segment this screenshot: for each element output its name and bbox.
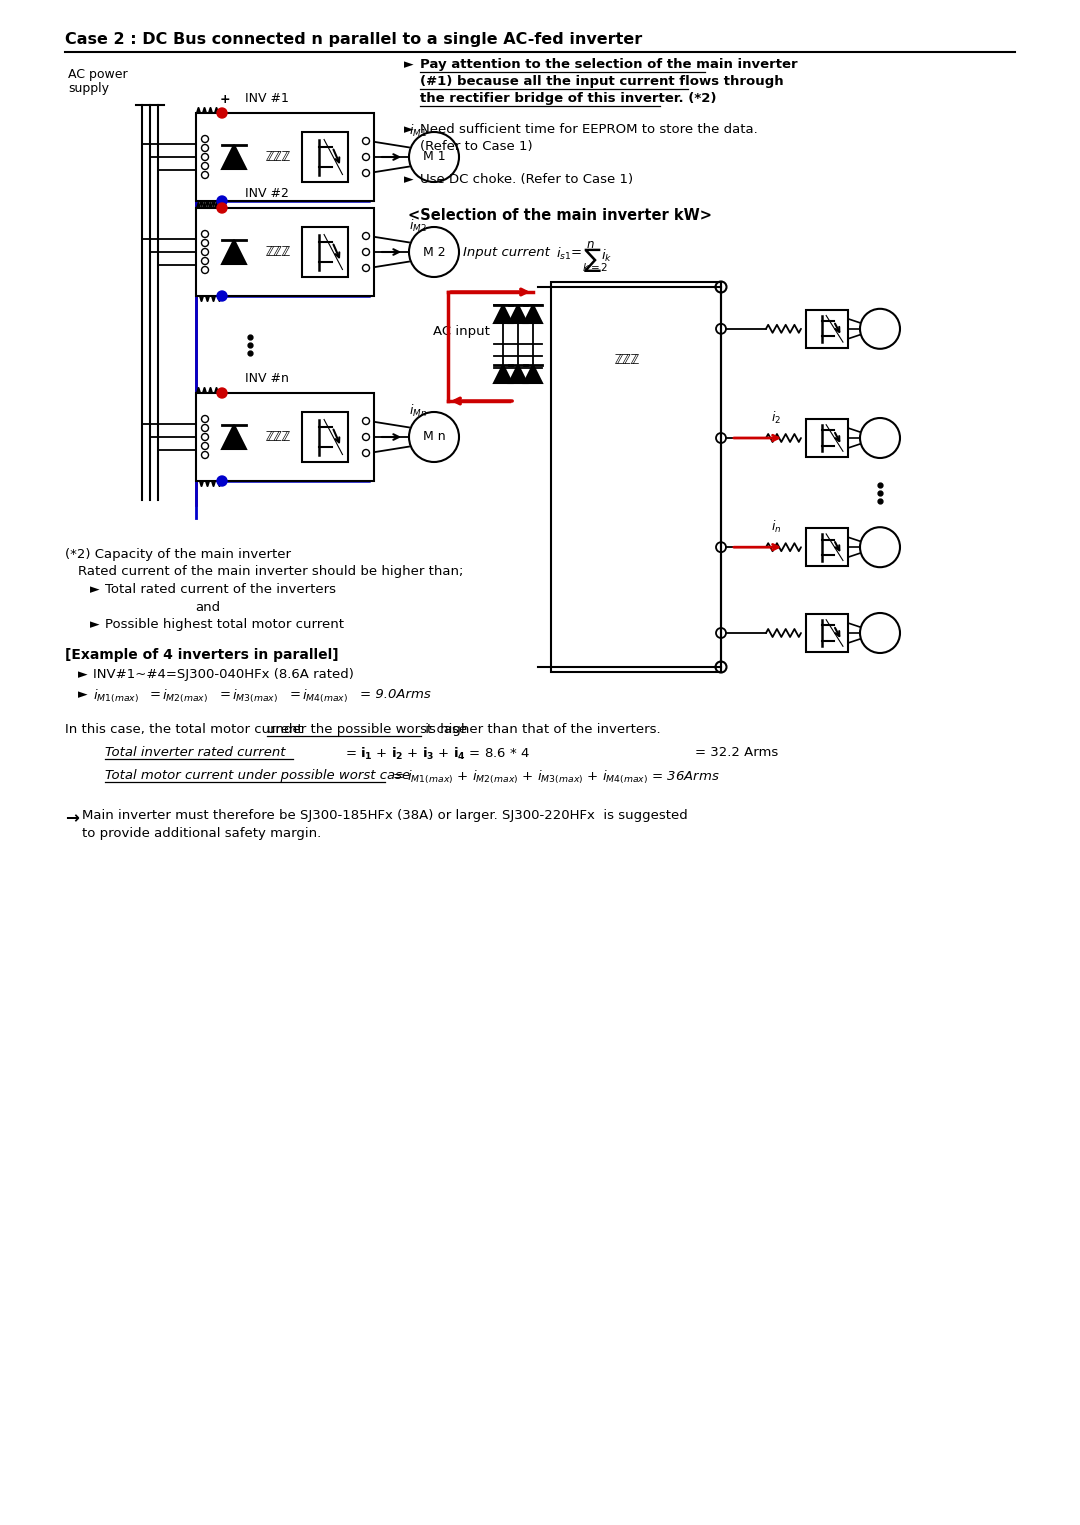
Text: Pay attention to the selection of the main inverter: Pay attention to the selection of the ma… <box>420 58 798 72</box>
Polygon shape <box>222 239 246 264</box>
Text: $i_{M2}$: $i_{M2}$ <box>409 218 427 235</box>
Text: ℤℤℤ: ℤℤℤ <box>266 430 291 444</box>
FancyBboxPatch shape <box>806 419 848 458</box>
Text: =: = <box>150 688 161 702</box>
Text: $i_{Mn}$: $i_{Mn}$ <box>409 403 427 419</box>
FancyBboxPatch shape <box>302 412 348 462</box>
Text: $k{=}2$: $k{=}2$ <box>582 261 608 273</box>
Text: Need sufficient time for EEPROM to store the data.: Need sufficient time for EEPROM to store… <box>420 124 758 136</box>
Circle shape <box>217 476 227 486</box>
Text: ►: ► <box>78 668 87 682</box>
Text: In this case, the total motor current: In this case, the total motor current <box>65 723 307 737</box>
Circle shape <box>217 108 227 117</box>
Text: AC power: AC power <box>68 69 127 81</box>
Circle shape <box>217 387 227 398</box>
Polygon shape <box>222 425 246 448</box>
Text: ►: ► <box>404 124 414 136</box>
Text: ℤℤℤ: ℤℤℤ <box>615 352 640 368</box>
Text: INV #1: INV #1 <box>245 92 289 105</box>
Text: ►: ► <box>404 58 414 72</box>
Text: ►: ► <box>90 583 99 596</box>
Text: $i_k$: $i_k$ <box>600 249 612 264</box>
Text: Possible highest total motor current: Possible highest total motor current <box>105 618 345 631</box>
Text: (*2) Capacity of the main inverter: (*2) Capacity of the main inverter <box>65 547 291 561</box>
Text: [Example of 4 inverters in parallel]: [Example of 4 inverters in parallel] <box>65 648 339 662</box>
Polygon shape <box>509 364 527 383</box>
Polygon shape <box>222 145 246 169</box>
Text: –: – <box>217 194 224 207</box>
FancyBboxPatch shape <box>302 227 348 278</box>
Text: $i_{M3(max)}$: $i_{M3(max)}$ <box>232 688 279 706</box>
Text: = 32.2 Arms: = 32.2 Arms <box>696 746 779 759</box>
Text: Total motor current under possible worst case: Total motor current under possible worst… <box>105 769 410 782</box>
FancyBboxPatch shape <box>195 207 374 296</box>
Text: (#1) because all the input current flows through: (#1) because all the input current flows… <box>420 75 784 88</box>
Text: M 1: M 1 <box>422 151 445 163</box>
Text: =: = <box>291 688 301 702</box>
FancyBboxPatch shape <box>806 310 848 348</box>
Polygon shape <box>524 364 542 383</box>
Text: = $i_{M1(max)}$ + $i_{M2(max)}$ + $i_{M3(max)}$ + $i_{M4(max)}$ = 36Arms: = $i_{M1(max)}$ + $i_{M2(max)}$ + $i_{M3… <box>392 769 720 787</box>
Text: =: = <box>220 688 231 702</box>
Text: under the possible worst case: under the possible worst case <box>267 723 468 737</box>
FancyBboxPatch shape <box>806 615 848 653</box>
Text: the rectifier bridge of this inverter. (*2): the rectifier bridge of this inverter. (… <box>420 92 716 105</box>
FancyBboxPatch shape <box>551 282 721 673</box>
Text: = $\mathbf{i_1}$ + $\mathbf{i_2}$ + $\mathbf{i_3}$ + $\mathbf{i_4}$ = 8.6 * 4: = $\mathbf{i_1}$ + $\mathbf{i_2}$ + $\ma… <box>345 746 530 762</box>
Text: INV #2: INV #2 <box>245 188 289 200</box>
Circle shape <box>217 291 227 300</box>
Text: ℤℤℤ: ℤℤℤ <box>266 149 291 165</box>
Text: ℤℤℤ: ℤℤℤ <box>266 246 291 259</box>
Text: $\sum$: $\sum$ <box>583 246 602 274</box>
FancyBboxPatch shape <box>302 133 348 181</box>
Text: M n: M n <box>422 430 445 444</box>
Text: $n$: $n$ <box>586 238 595 252</box>
Text: Main inverter must therefore be SJ300-185HFx (38A) or larger. SJ300-220HFx  is s: Main inverter must therefore be SJ300-18… <box>82 808 688 822</box>
Text: $i_2$: $i_2$ <box>771 410 781 425</box>
FancyBboxPatch shape <box>806 528 848 566</box>
Text: Case 2 : DC Bus connected n parallel to a single AC-fed inverter: Case 2 : DC Bus connected n parallel to … <box>65 32 643 47</box>
Text: Total rated current of the inverters: Total rated current of the inverters <box>105 583 336 596</box>
Text: = 9.0Arms: = 9.0Arms <box>360 688 431 702</box>
Text: to provide additional safety margin.: to provide additional safety margin. <box>82 827 321 840</box>
Text: +: + <box>220 93 231 107</box>
Text: $i_n$: $i_n$ <box>771 518 782 535</box>
Text: is higher than that of the inverters.: is higher than that of the inverters. <box>421 723 661 737</box>
Polygon shape <box>524 305 542 323</box>
Text: $i_{M2(max)}$: $i_{M2(max)}$ <box>162 688 208 706</box>
Text: $i_{M1(max)}$: $i_{M1(max)}$ <box>93 688 139 706</box>
Text: AC input: AC input <box>433 325 490 339</box>
Text: INV#1~#4=SJ300-040HFx (8.6A rated): INV#1~#4=SJ300-040HFx (8.6A rated) <box>93 668 354 682</box>
Text: Input current: Input current <box>463 246 550 259</box>
FancyBboxPatch shape <box>195 113 374 201</box>
Text: $i_{s1}$: $i_{s1}$ <box>556 246 571 262</box>
FancyBboxPatch shape <box>195 393 374 480</box>
Polygon shape <box>494 364 512 383</box>
Text: $i_{M1}$: $i_{M1}$ <box>409 124 427 139</box>
Text: <Selection of the main inverter kW>: <Selection of the main inverter kW> <box>408 207 712 223</box>
Text: ►: ► <box>404 172 414 186</box>
Text: Use DC choke. (Refer to Case 1): Use DC choke. (Refer to Case 1) <box>420 172 633 186</box>
Circle shape <box>217 203 227 214</box>
Text: →: → <box>65 808 79 827</box>
Text: ►: ► <box>78 688 87 702</box>
Circle shape <box>217 197 227 206</box>
Text: and: and <box>195 601 220 615</box>
Polygon shape <box>494 305 512 323</box>
Text: ►: ► <box>90 618 99 631</box>
Polygon shape <box>509 305 527 323</box>
Text: $i_{M4(max)}$: $i_{M4(max)}$ <box>302 688 348 706</box>
Text: Rated current of the main inverter should be higher than;: Rated current of the main inverter shoul… <box>78 564 463 578</box>
Text: M 2: M 2 <box>422 246 445 259</box>
Text: supply: supply <box>68 82 109 95</box>
Text: INV #n: INV #n <box>245 372 289 384</box>
Text: (Refer to Case 1): (Refer to Case 1) <box>420 140 532 153</box>
Text: Total inverter rated current: Total inverter rated current <box>105 746 285 759</box>
Text: =: = <box>571 246 582 259</box>
